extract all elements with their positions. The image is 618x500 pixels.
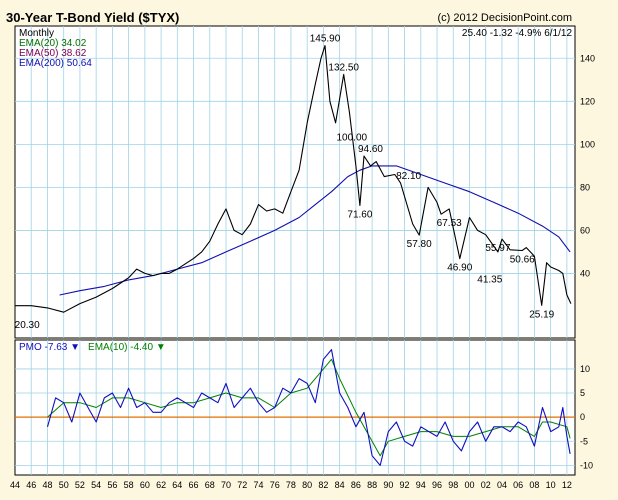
indicator-legend-entry: PMO -7.63 ▼ [19,342,80,353]
x-tick-label: 10 [546,480,556,490]
price-annotation: 145.90 [310,34,341,45]
x-tick-label: 48 [42,480,52,490]
chart-title: 30-Year T-Bond Yield ($TYX) [6,10,180,25]
x-tick-label: 50 [59,480,69,490]
x-tick-label: 06 [513,480,523,490]
x-tick-label: 80 [302,480,312,490]
price-annotation: 46.90 [447,263,472,274]
x-tick-label: 58 [124,480,134,490]
price-annotation: 82.10 [396,171,421,182]
x-tick-label: 44 [10,480,20,490]
x-tick-label: 74 [253,480,263,490]
price-y-tick-label: 40 [580,268,590,278]
x-tick-label: 52 [75,480,85,490]
price-y-tick-label: 120 [580,96,595,106]
indicator-y-tick-label: 10 [580,364,590,374]
x-tick-label: 64 [172,480,182,490]
x-tick-label: 82 [318,480,328,490]
x-tick-label: 96 [432,480,442,490]
price-y-tick-label: 100 [580,139,595,149]
indicator-panel [14,339,576,476]
price-annotation: 57.80 [407,239,432,250]
x-tick-label: 46 [26,480,36,490]
x-tick-label: 62 [156,480,166,490]
x-tick-label: 54 [91,480,101,490]
price-annotation: 100.00 [337,132,368,143]
x-tick-label: 88 [367,480,377,490]
x-tick-label: 78 [286,480,296,490]
indicator-y-tick-label: 0 [580,412,585,422]
price-annotation: 132.50 [328,62,359,73]
x-tick-label: 12 [562,480,572,490]
indicator-y-tick-label: -5 [580,436,588,446]
x-tick-label: 98 [448,480,458,490]
x-tick-label: 94 [416,480,426,490]
price-annotation: 41.35 [477,275,502,286]
indicator-y-tick-label: -10 [580,460,593,470]
frequency-label: Monthly [19,28,54,39]
price-annotation: 25.19 [529,309,554,320]
price-y-tick-label: 140 [580,53,595,63]
x-tick-label: 56 [107,480,117,490]
x-tick-label: 90 [383,480,393,490]
pmo-line [46,349,571,466]
x-tick-label: 84 [335,480,345,490]
price-annotation: 55.97 [485,243,510,254]
price-legend-entry: EMA(50) 38.62 [19,48,87,59]
price-annotation: 50.66 [510,255,535,266]
x-tick-label: 72 [237,480,247,490]
price-annotation: 71.60 [347,209,372,220]
price-legend-entry: EMA(200) 50.64 [19,58,92,69]
price-annotation: 94.60 [358,144,383,155]
x-tick-label: 92 [400,480,410,490]
x-tick-label: 76 [270,480,280,490]
price-quote: 25.40 -1.32 -4.9% 6/1/12 [462,28,573,39]
x-tick-label: 02 [481,480,491,490]
price-line [15,45,572,313]
x-tick-label: 00 [464,480,474,490]
price-legend-entry: EMA(20) 34.02 [19,38,87,49]
x-tick-label: 08 [529,480,539,490]
price-annotation: 67.53 [437,218,462,229]
x-tick-label: 60 [140,480,150,490]
x-tick-label: 04 [497,480,507,490]
price-y-tick-label: 80 [580,182,590,192]
indicator-legend-entry: EMA(10) -4.40 ▼ [88,342,166,353]
x-tick-label: 70 [221,480,231,490]
x-tick-label: 66 [189,480,199,490]
x-tick-label: 68 [205,480,215,490]
indicator-y-tick-label: 5 [580,388,585,398]
price-y-tick-label: 60 [580,225,590,235]
chart-credit: (c) 2012 DecisionPoint.com [437,12,572,24]
price-annotation: 20.30 [15,320,40,331]
x-tick-label: 86 [351,480,361,490]
